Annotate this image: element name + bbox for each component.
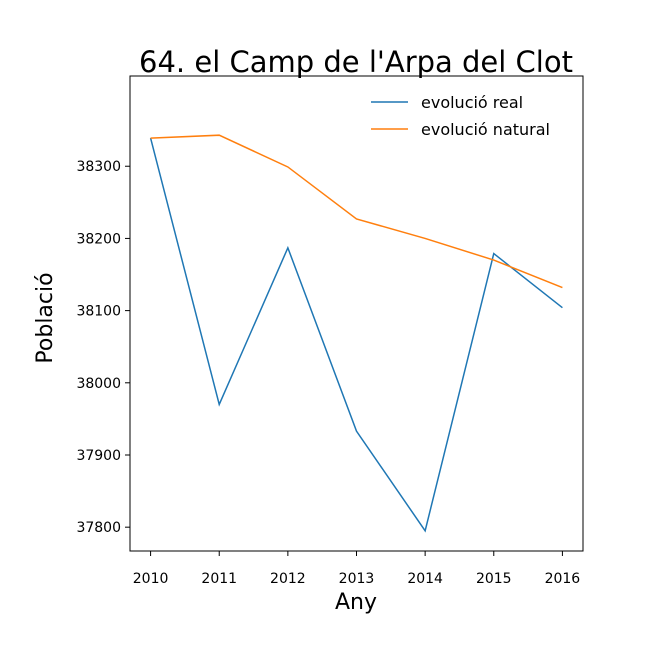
x-tick-label: 2013	[339, 571, 375, 587]
legend-label-1: evolució natural	[421, 120, 550, 139]
data-point-0-4	[424, 529, 427, 532]
y-axis-title: Població	[33, 272, 58, 363]
x-axis-title: Any	[335, 590, 377, 615]
x-tick-label: 2014	[407, 571, 443, 587]
legend-label-0: evolució real	[421, 93, 523, 112]
legend: evolució real evolució natural	[371, 93, 550, 139]
y-axis: 37800 37900 38000 38100 38200 38300	[76, 159, 130, 536]
data-point-1-2	[286, 165, 289, 168]
data-point-1-5	[492, 259, 495, 262]
data-point-1-0	[149, 137, 152, 140]
series-layer	[149, 134, 564, 533]
data-point-0-1	[218, 403, 221, 406]
y-tick-label: 38000	[76, 376, 121, 392]
y-tick-label: 37800	[76, 520, 121, 536]
x-tick-label: 2010	[133, 571, 169, 587]
data-point-1-6	[561, 286, 564, 289]
data-point-0-2	[286, 246, 289, 249]
x-tick-label: 2011	[201, 571, 237, 587]
x-tick-label: 2016	[545, 571, 581, 587]
x-axis: 2010 2011 2012 2013 2014 2015 2016	[133, 551, 581, 587]
data-point-1-3	[355, 217, 358, 220]
data-point-1-1	[218, 134, 221, 137]
series-line-0	[149, 137, 563, 533]
data-point-1-4	[424, 237, 427, 240]
y-tick-label: 38100	[76, 304, 121, 320]
x-tick-label: 2015	[476, 571, 512, 587]
y-tick-label: 38200	[76, 231, 121, 247]
data-point-0-6	[561, 306, 564, 309]
x-tick-label: 2012	[270, 571, 306, 587]
series-line-1	[150, 134, 563, 289]
data-point-0-5	[492, 252, 495, 255]
chart-title: 64. el Camp de l'Arpa del Clot	[139, 45, 573, 79]
data-point-0-3	[355, 430, 358, 433]
y-tick-label: 37900	[76, 448, 121, 464]
y-tick-label: 38300	[76, 159, 121, 175]
plot-area	[129, 75, 584, 552]
